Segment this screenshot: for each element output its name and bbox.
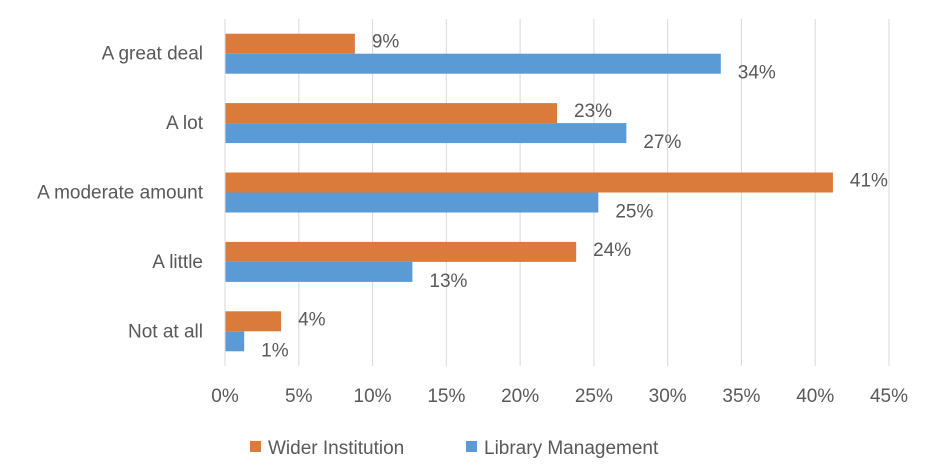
data-label: 27% (643, 132, 681, 153)
legend-label: Library Management (484, 438, 659, 459)
x-tick-label: 45% (870, 386, 908, 407)
data-label: 9% (372, 32, 400, 53)
bar-library-management (225, 192, 599, 213)
legend-label: Wider Institution (268, 438, 404, 459)
category-label: A little (152, 252, 203, 273)
data-label: 24% (593, 240, 631, 261)
bar-wider-institution (225, 33, 355, 54)
category-label: A great deal (102, 44, 203, 65)
data-label: 25% (615, 202, 653, 223)
x-tick-label: 10% (354, 386, 392, 407)
x-tick-label: 5% (285, 386, 313, 407)
bar-wider-institution (225, 241, 577, 262)
data-label: 13% (429, 271, 467, 292)
x-tick-label: 35% (722, 386, 760, 407)
x-tick-label: 40% (796, 386, 834, 407)
x-tick-label: 15% (427, 386, 465, 407)
data-label: 1% (261, 340, 289, 361)
category-label: A lot (166, 113, 204, 134)
x-tick-label: 20% (501, 386, 539, 407)
bar-library-management (225, 331, 245, 352)
x-tick-label: 30% (649, 386, 687, 407)
x-tick-label: 0% (211, 386, 239, 407)
bar-wider-institution (225, 311, 282, 332)
bar-library-management (225, 261, 413, 282)
legend-swatch (466, 441, 477, 452)
data-label: 34% (738, 63, 776, 84)
category-label: Not at all (128, 321, 203, 342)
bar-wider-institution (225, 172, 833, 193)
legend-swatch (250, 441, 261, 452)
bar-library-management (225, 123, 627, 144)
bar-library-management (225, 53, 721, 74)
x-tick-label: 25% (575, 386, 613, 407)
data-label: 4% (298, 309, 326, 330)
bar-wider-institution (225, 103, 557, 124)
data-label: 41% (850, 171, 888, 192)
category-label: A moderate amount (37, 183, 204, 204)
data-label: 23% (574, 101, 612, 122)
